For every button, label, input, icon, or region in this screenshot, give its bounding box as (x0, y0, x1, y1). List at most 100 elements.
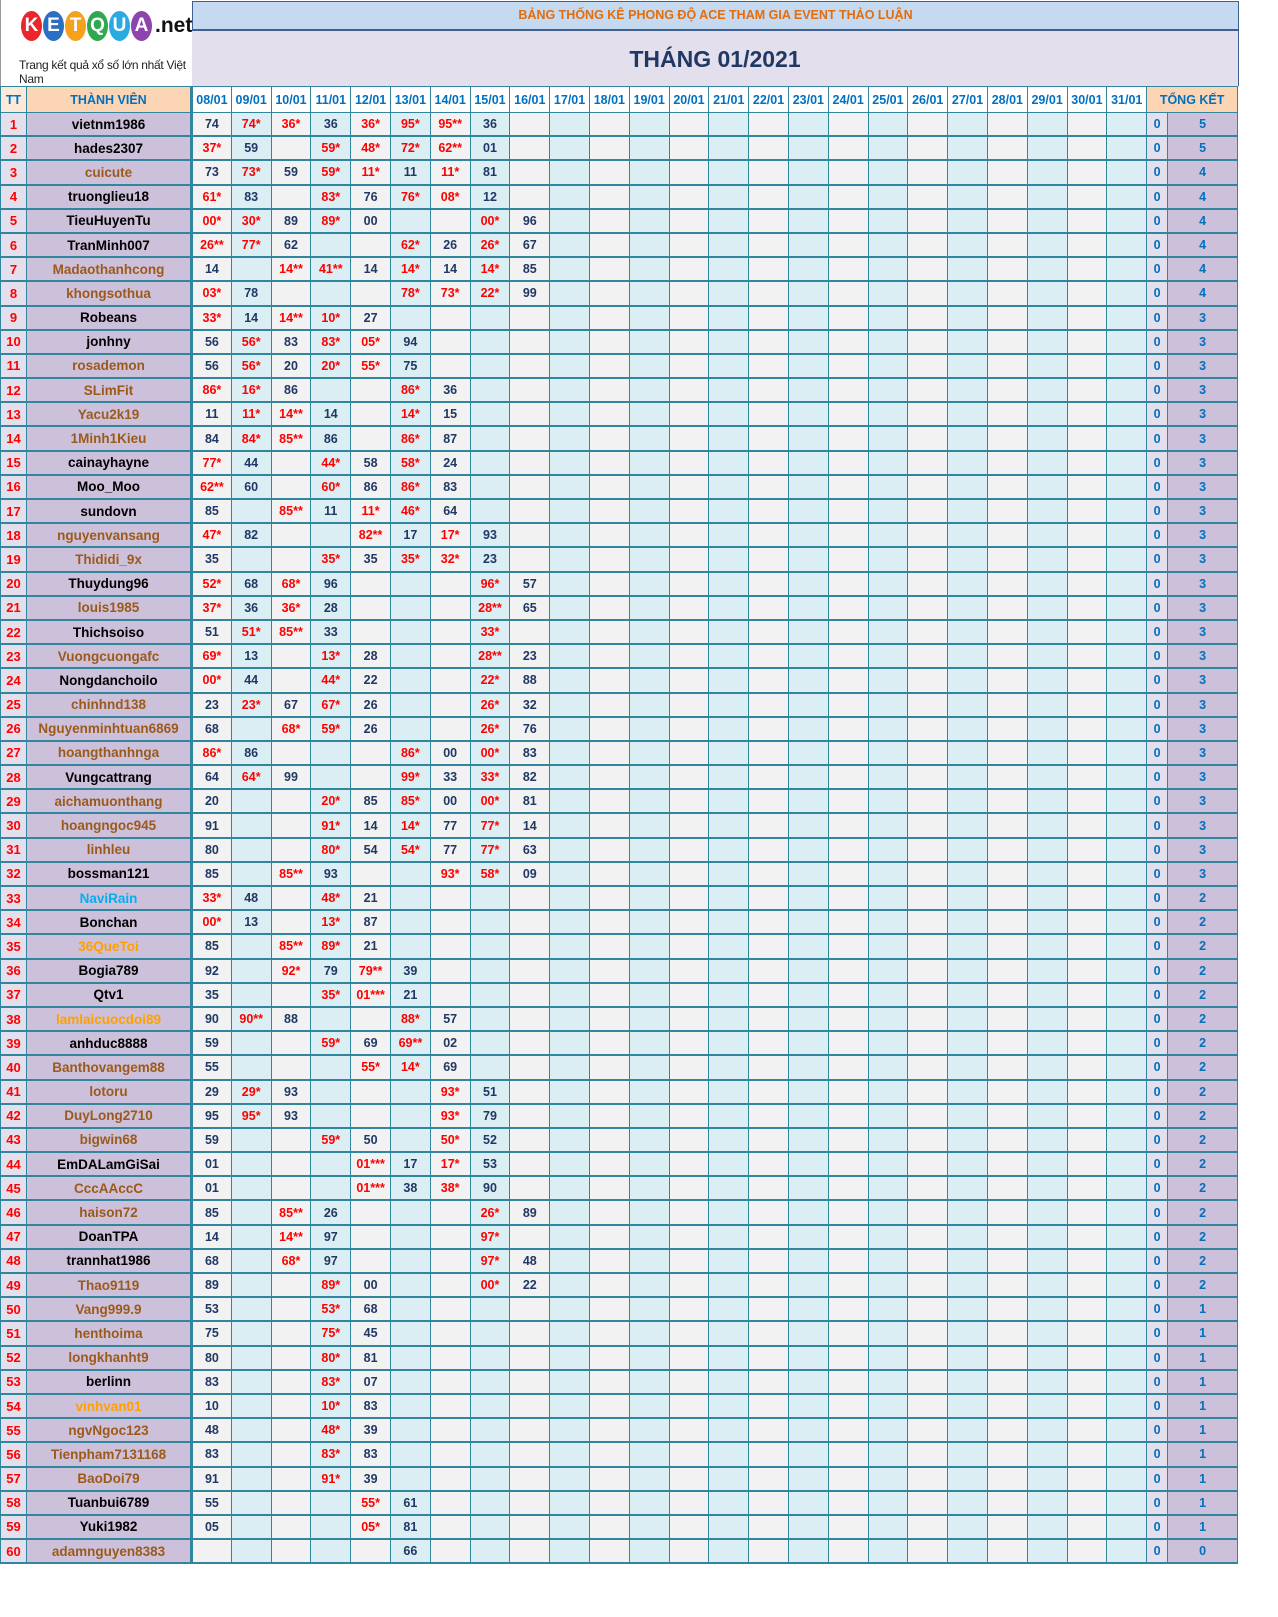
score-cell (947, 135, 988, 162)
score-cell: 83 (191, 1441, 232, 1468)
score-cell (270, 522, 312, 549)
score-cell (549, 112, 590, 138)
score-cell (628, 1296, 670, 1323)
score-cell (947, 667, 988, 694)
score-cell (708, 1441, 750, 1468)
score-cell (748, 958, 789, 984)
score-cell: 77* (469, 812, 511, 839)
score-cell (748, 1538, 789, 1565)
total-count: 3 (1167, 401, 1239, 428)
score-cell (986, 861, 1028, 888)
score-cell (668, 909, 710, 936)
zero-count: 0 (1146, 401, 1169, 428)
score-cell (867, 329, 909, 355)
score-cell (787, 1151, 829, 1178)
score-cell (1066, 764, 1108, 791)
row-number: 44 (0, 1151, 27, 1178)
score-cell: 13 (230, 643, 272, 670)
score-cell: 62** (429, 135, 471, 162)
score-cell (827, 304, 869, 331)
score-cell (668, 1224, 710, 1250)
score-cell: 53 (469, 1151, 511, 1178)
table-row: 27 hoangthanhnga 86* 86 86* 00 00* 83 0 3 (0, 740, 1239, 767)
score-cell (986, 474, 1028, 501)
score-cell: 36 (429, 377, 471, 404)
total-count: 4 (1167, 184, 1239, 210)
zero-count: 0 (1146, 353, 1169, 380)
score-cell (947, 546, 988, 573)
score-cell: 13* (310, 643, 352, 670)
score-cell (588, 1393, 630, 1420)
score-cell (787, 450, 829, 476)
score-cell (748, 425, 789, 452)
score-cell (867, 232, 909, 259)
total-count: 3 (1167, 643, 1239, 670)
score-cell (986, 329, 1028, 355)
total-count: 3 (1167, 716, 1239, 742)
score-cell (867, 1345, 909, 1371)
score-cell (907, 691, 949, 718)
score-cell (668, 159, 710, 186)
score-cell (708, 1296, 750, 1323)
score-cell (947, 498, 988, 525)
score-cell: 01*** (350, 982, 391, 1008)
score-cell (787, 812, 829, 839)
score-cell (509, 425, 551, 452)
score-cell (628, 474, 670, 501)
score-cell (986, 1006, 1028, 1033)
score-cell (429, 1272, 471, 1299)
score-cell: 83 (230, 184, 272, 210)
score-cell (668, 1006, 710, 1033)
score-cell (1106, 377, 1148, 404)
table-row: 29 aichamuonthang 20 20* 85 85* 00 00* 81 0 3 (0, 788, 1239, 815)
score-cell: 53 (191, 1296, 232, 1323)
score-cell: 56 (191, 353, 232, 380)
score-cell (907, 571, 949, 597)
score-cell (867, 377, 909, 404)
score-cell: 94 (389, 329, 431, 355)
score-cell (827, 1417, 869, 1444)
zero-count: 0 (1146, 837, 1169, 863)
score-cell: 99 (509, 280, 551, 307)
score-cell (907, 643, 949, 670)
score-cell: 95* (389, 112, 431, 138)
score-cell (1106, 909, 1148, 936)
zero-count: 0 (1146, 1490, 1169, 1516)
score-cell: 39 (389, 958, 431, 984)
score-cell (947, 595, 988, 621)
score-cell (230, 1417, 272, 1444)
score-cell: 83 (191, 1369, 232, 1395)
score-cell (549, 1224, 590, 1250)
score-cell: 14** (270, 1224, 312, 1250)
score-cell (230, 1465, 272, 1492)
score-cell (907, 1393, 949, 1420)
row-number: 26 (0, 716, 27, 742)
score-cell (708, 812, 750, 839)
score-cell: 85** (270, 1199, 312, 1226)
score-cell (668, 304, 710, 331)
score-cell (867, 1465, 909, 1492)
total-count: 2 (1167, 1175, 1239, 1202)
score-cell: 13 (230, 909, 272, 936)
score-cell (1066, 1151, 1108, 1178)
score-cell (827, 184, 869, 210)
score-cell: 36 (230, 595, 272, 621)
zero-count: 0 (1146, 1224, 1169, 1250)
score-cell (588, 425, 630, 452)
score-cell: 86 (350, 474, 391, 501)
score-cell (787, 1224, 829, 1250)
score-cell (429, 304, 471, 331)
score-cell (947, 1248, 988, 1275)
score-cell (867, 546, 909, 573)
score-cell (549, 571, 590, 597)
total-count: 2 (1167, 958, 1239, 984)
score-cell (549, 1078, 590, 1105)
score-cell (628, 691, 670, 718)
total-count: 3 (1167, 571, 1239, 597)
score-cell (1106, 764, 1148, 791)
score-cell (668, 280, 710, 307)
score-cell (1066, 1417, 1108, 1444)
score-cell (827, 401, 869, 428)
score-cell (469, 1006, 511, 1033)
